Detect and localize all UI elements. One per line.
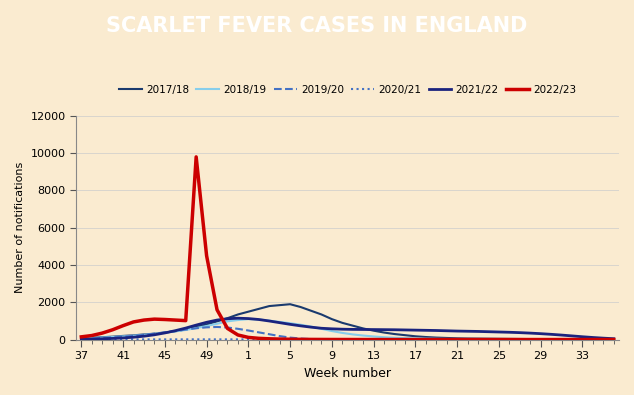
2019/20 (339, 337, 346, 342)
2021/22 (119, 336, 127, 340)
Y-axis label: Number of notifications: Number of notifications (15, 162, 25, 293)
2018/19 (119, 334, 127, 339)
2017/18 (432, 335, 440, 340)
2019/20 (119, 334, 127, 339)
2019/20 (359, 337, 367, 342)
2019/20 (77, 337, 85, 341)
Line: 2017/18: 2017/18 (81, 304, 614, 340)
2020/21 (276, 337, 283, 342)
2022/23 (422, 337, 430, 342)
2022/23 (339, 337, 346, 342)
2020/21 (77, 337, 85, 342)
Legend: 2017/18, 2018/19, 2019/20, 2020/21, 2021/22, 2022/23: 2017/18, 2018/19, 2019/20, 2020/21, 2021… (115, 81, 581, 99)
2020/21 (495, 337, 503, 342)
2022/23 (192, 154, 200, 159)
2018/19 (77, 336, 85, 341)
Text: SCARLET FEVER CASES IN ENGLAND: SCARLET FEVER CASES IN ENGLAND (107, 16, 527, 36)
2021/22 (77, 337, 85, 342)
2017/18 (266, 304, 273, 308)
2020/21 (411, 337, 419, 342)
Line: 2021/22: 2021/22 (81, 318, 614, 339)
2022/23 (276, 337, 283, 341)
2017/18 (119, 333, 127, 338)
2017/18 (339, 320, 346, 325)
2018/19 (432, 337, 440, 341)
2020/21 (610, 337, 618, 342)
2021/22 (339, 327, 346, 331)
2021/22 (579, 335, 586, 339)
2022/23 (610, 337, 618, 342)
2022/23 (119, 323, 127, 328)
2017/18 (579, 337, 586, 342)
2017/18 (411, 334, 419, 339)
2021/22 (411, 328, 419, 333)
Line: 2018/19: 2018/19 (81, 319, 614, 340)
2018/19 (411, 336, 419, 341)
2018/19 (245, 317, 252, 322)
2017/18 (610, 337, 618, 342)
2021/22 (234, 316, 242, 321)
2019/20 (276, 334, 283, 339)
2020/21 (432, 337, 440, 342)
2022/23 (380, 337, 388, 342)
2019/20 (422, 337, 430, 342)
2021/22 (276, 320, 283, 325)
2018/19 (276, 320, 283, 324)
2021/22 (432, 328, 440, 333)
2018/19 (339, 331, 346, 335)
2018/19 (610, 337, 618, 342)
2021/22 (610, 336, 618, 341)
2019/20 (213, 325, 221, 329)
2022/23 (359, 337, 367, 342)
2020/21 (370, 337, 377, 342)
2019/20 (610, 337, 618, 342)
Line: 2022/23: 2022/23 (81, 157, 614, 340)
2020/21 (192, 337, 200, 342)
2017/18 (287, 302, 294, 307)
2018/19 (579, 337, 586, 342)
2022/23 (77, 335, 85, 339)
2022/23 (443, 337, 451, 342)
Line: 2019/20: 2019/20 (81, 327, 614, 340)
2017/18 (77, 336, 85, 340)
X-axis label: Week number: Week number (304, 367, 391, 380)
2020/21 (339, 337, 346, 342)
2019/20 (380, 337, 388, 342)
2019/20 (443, 337, 451, 342)
2020/21 (119, 337, 127, 342)
